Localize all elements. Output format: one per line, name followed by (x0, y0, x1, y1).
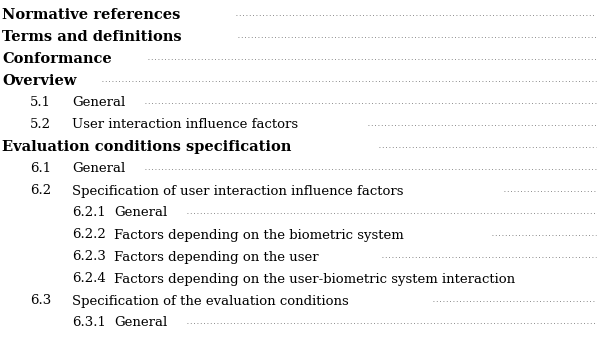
Text: 6.2.3: 6.2.3 (72, 251, 106, 264)
Text: Conformance: Conformance (2, 52, 112, 66)
Text: 6.2.2: 6.2.2 (72, 229, 106, 241)
Text: 5.1: 5.1 (30, 97, 51, 110)
Text: Normative references: Normative references (2, 8, 181, 22)
Text: Specification of user interaction influence factors: Specification of user interaction influe… (72, 184, 404, 197)
Text: Factors depending on the user: Factors depending on the user (114, 251, 319, 264)
Text: User interaction influence factors: User interaction influence factors (72, 119, 298, 132)
Text: 6.2.4: 6.2.4 (72, 273, 106, 286)
Text: 6.2: 6.2 (30, 184, 51, 197)
Text: General: General (72, 97, 125, 110)
Text: General: General (72, 162, 125, 175)
Text: General: General (114, 316, 167, 329)
Text: 6.3.1: 6.3.1 (72, 316, 106, 329)
Text: 6.2.1: 6.2.1 (72, 206, 106, 219)
Text: Terms and definitions: Terms and definitions (2, 30, 182, 44)
Text: 6.3: 6.3 (30, 294, 51, 308)
Text: Evaluation conditions specification: Evaluation conditions specification (2, 140, 292, 154)
Text: Factors depending on the biometric system: Factors depending on the biometric syste… (114, 229, 404, 241)
Text: 6.1: 6.1 (30, 162, 51, 175)
Text: 5.2: 5.2 (30, 119, 51, 132)
Text: Factors depending on the user-biometric system interaction: Factors depending on the user-biometric … (114, 273, 515, 286)
Text: Specification of the evaluation conditions: Specification of the evaluation conditio… (72, 294, 349, 308)
Text: Overview: Overview (2, 74, 77, 88)
Text: General: General (114, 206, 167, 219)
